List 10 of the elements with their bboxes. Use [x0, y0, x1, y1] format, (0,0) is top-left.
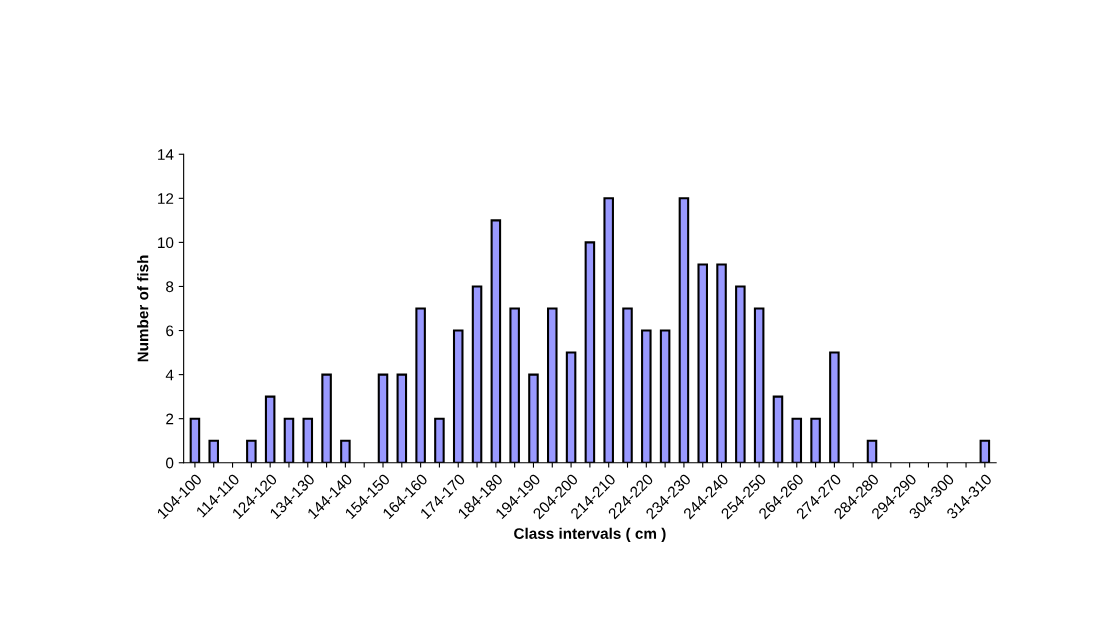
y-axis-title: Number of fish: [137, 255, 149, 362]
y-tick-label: 12: [158, 193, 174, 204]
y-tick-label: 2: [166, 413, 174, 425]
y-tick-label: 0: [166, 457, 174, 469]
y-tick-label: 8: [166, 281, 174, 293]
y-tick-label: 4: [165, 369, 174, 381]
y-tick-label: 6: [166, 325, 174, 337]
y-tick-label: 10: [158, 237, 174, 249]
x-axis-title: Class intervals ( cm ): [514, 527, 666, 542]
y-tick-label: 14: [158, 149, 174, 160]
